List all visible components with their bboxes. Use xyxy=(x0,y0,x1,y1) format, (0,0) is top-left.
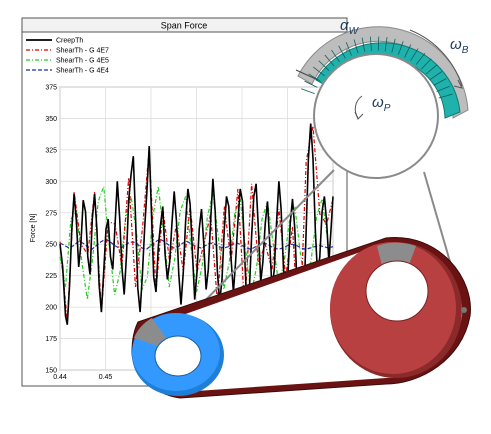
y-tick-label: 175 xyxy=(45,336,57,343)
zoom-circle xyxy=(314,54,438,178)
legend-entry: CreepTh xyxy=(56,38,83,45)
y-tick-label: 225 xyxy=(45,273,57,280)
y-tick-label: 300 xyxy=(45,179,57,186)
y-tick-label: 275 xyxy=(45,210,57,217)
y-axis-label: Force [N] xyxy=(30,214,37,243)
x-tick-label: 0.45 xyxy=(99,374,113,381)
chart-title: Span Force xyxy=(161,21,208,31)
y-tick-label: 200 xyxy=(45,305,57,312)
legend-entry: ShearTh - G 4E7 xyxy=(56,48,109,55)
small-pulley-bore xyxy=(155,336,201,376)
legend-entry: ShearTh - G 4E5 xyxy=(56,58,109,65)
y-tick-label: 350 xyxy=(45,116,57,123)
x-tick-label: 0.44 xyxy=(53,374,67,381)
large-pulley-marker xyxy=(461,307,467,313)
y-tick-label: 250 xyxy=(45,242,57,249)
legend-entry: ShearTh - G 4E4 xyxy=(56,68,109,75)
y-tick-label: 325 xyxy=(45,147,57,154)
large-pulley-bore xyxy=(366,261,428,321)
omega-b-label: ωB xyxy=(450,36,469,56)
y-tick-label: 375 xyxy=(45,85,57,92)
